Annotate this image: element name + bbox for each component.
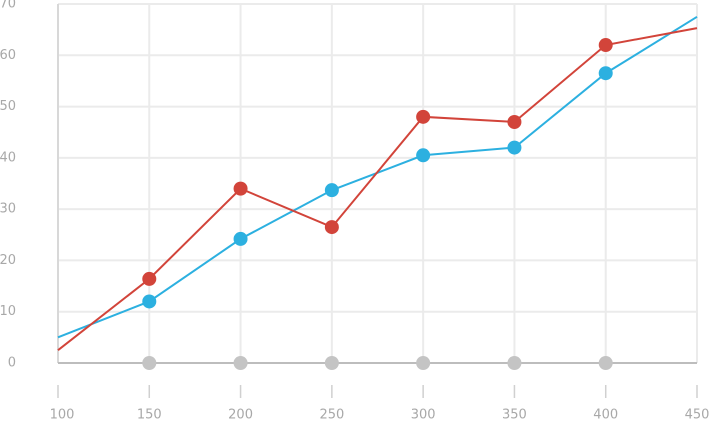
y-tick-label: 20 [0, 253, 16, 268]
x-tick-label: 350 [502, 408, 527, 422]
series-line [57, 15, 698, 339]
point [324, 220, 339, 235]
point [142, 271, 157, 286]
x-tick-label: 400 [593, 408, 618, 422]
point [507, 140, 522, 155]
point [416, 356, 431, 370]
y-tick-label: 30 [0, 202, 16, 217]
y-tick-label: 70 [0, 0, 16, 12]
point [507, 114, 522, 129]
point [142, 294, 157, 309]
point [416, 148, 431, 163]
point [416, 109, 431, 124]
point [507, 356, 522, 370]
series-line [57, 27, 698, 351]
point [324, 183, 339, 198]
x-tick-label: 200 [228, 408, 253, 422]
y-tick-label: 10 [0, 304, 16, 319]
x-tick-label: 300 [411, 408, 436, 422]
y-tick-label: 40 [0, 150, 16, 165]
y-tick-label: 60 [0, 48, 16, 63]
point [598, 356, 613, 370]
point [142, 356, 157, 370]
point [233, 181, 248, 196]
y-tick-label: 0 [8, 356, 16, 371]
point [598, 38, 613, 53]
x-tick-label: 250 [319, 408, 344, 422]
x-tick-label: 150 [137, 408, 162, 422]
point [233, 356, 248, 370]
x-tick-label: 450 [685, 408, 710, 422]
point [233, 231, 248, 246]
y-tick-label: 50 [0, 99, 16, 114]
point [324, 356, 339, 370]
point [598, 66, 613, 81]
x-tick-label: 100 [50, 408, 75, 422]
